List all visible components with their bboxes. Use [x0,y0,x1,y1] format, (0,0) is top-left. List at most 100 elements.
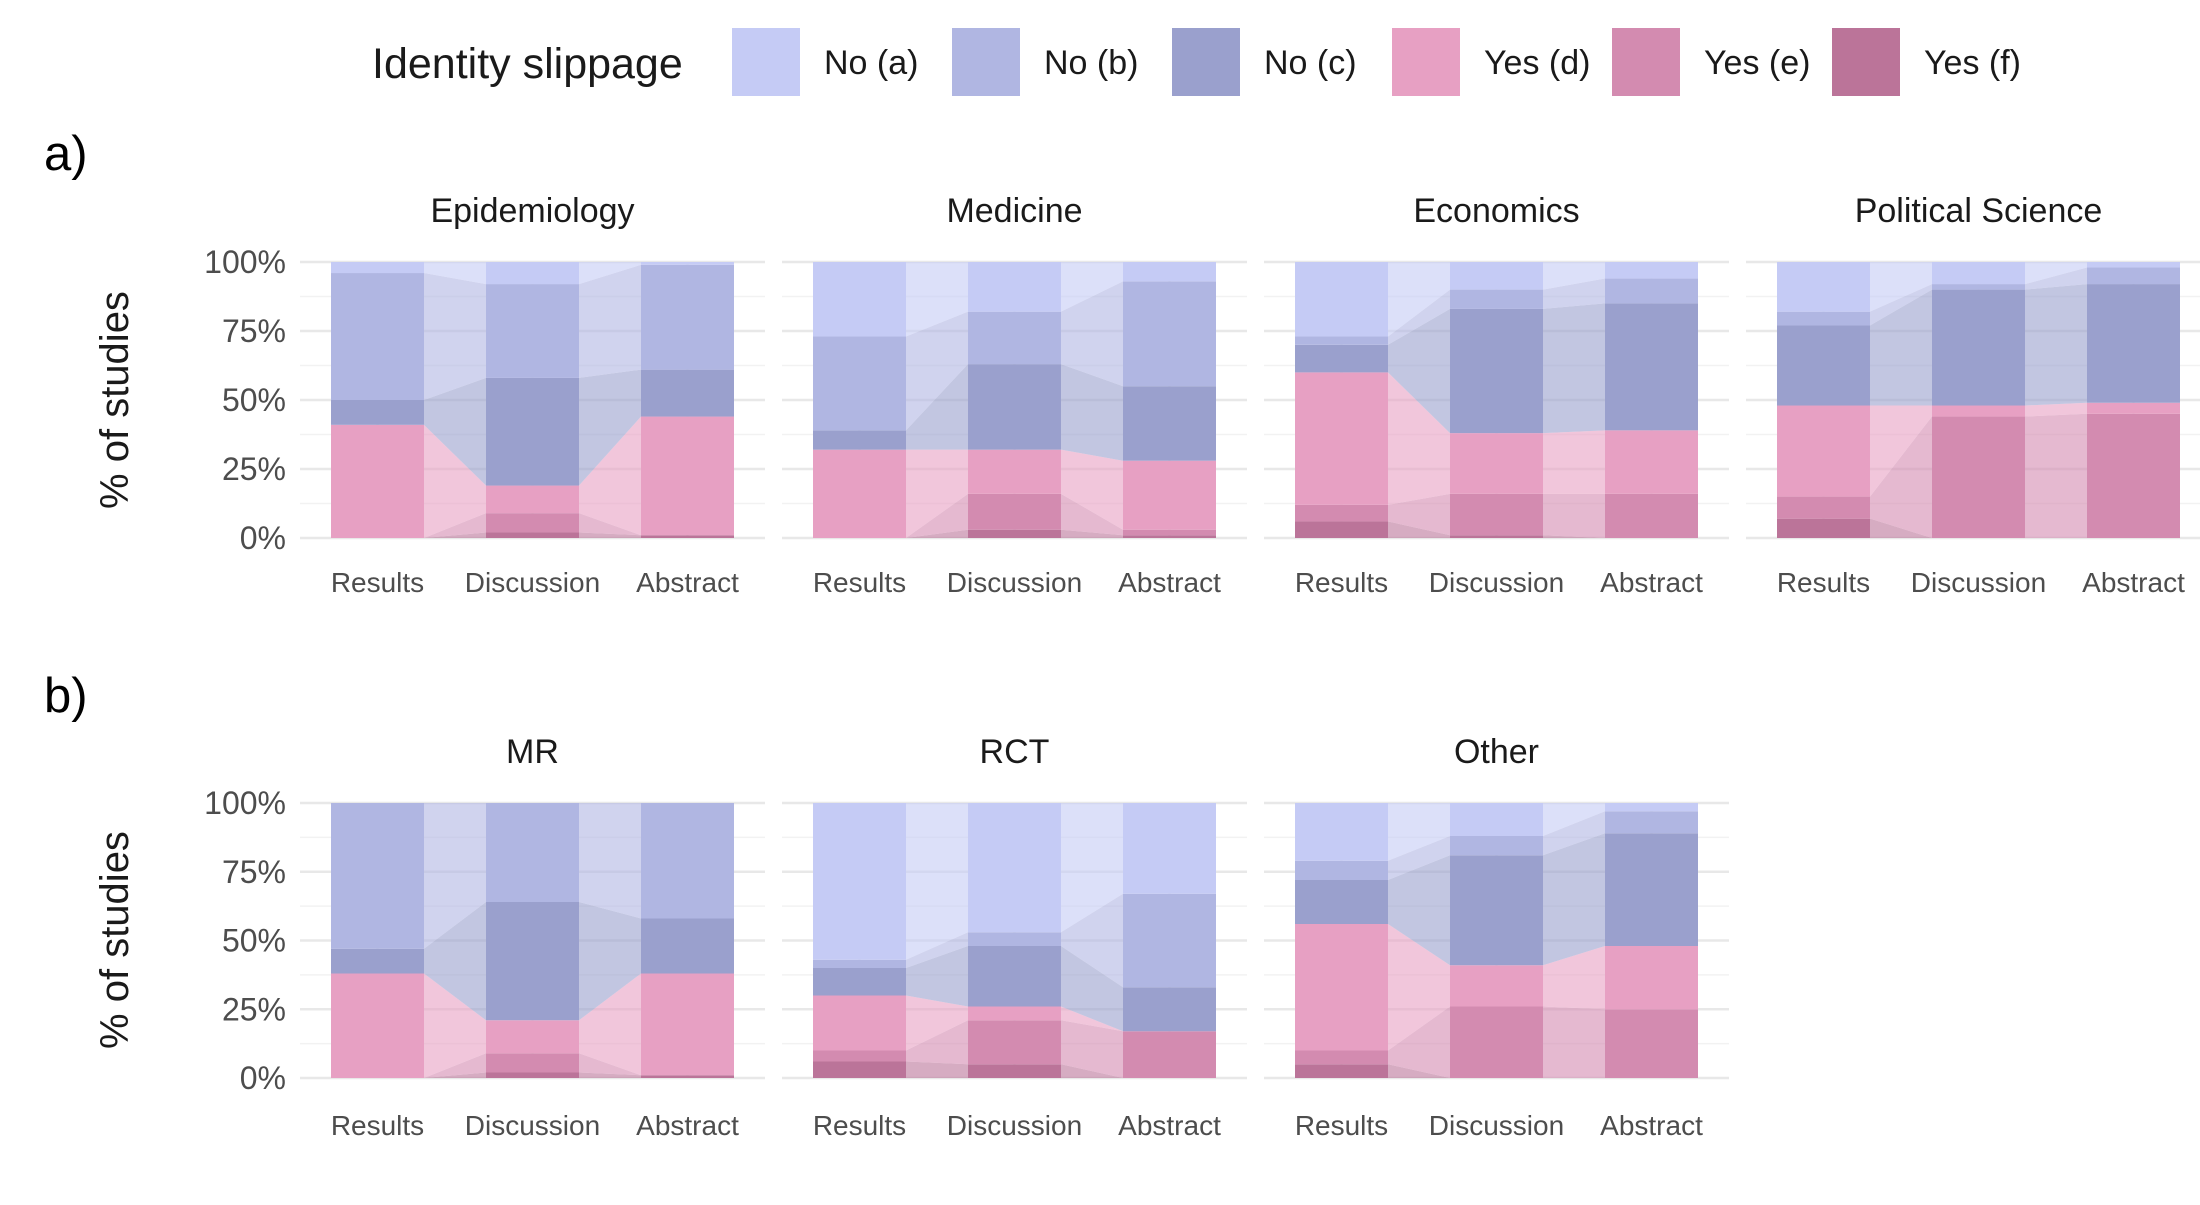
flow-no-b- [579,803,641,919]
panel-title: Political Science [1855,192,2103,230]
flow-yes-d- [1388,372,1450,505]
flow-yes-e- [1388,493,1450,536]
flow-yes-d- [906,449,968,538]
x-tick-label: Discussion [1429,1110,1564,1141]
bar-segment-no-a- [1450,262,1543,290]
bar-segment-no-b- [1123,281,1216,387]
legend: Identity slippage No (a) No (b) No (c) Yes … [372,28,2021,96]
bar-segment-yes-e- [1777,496,1870,519]
bar-segment-no-b- [331,273,424,400]
x-tick-label: Discussion [947,1110,1082,1141]
bar-segment-yes-e- [968,493,1061,530]
flow-yes-d- [1870,405,1932,497]
panel-title: RCT [980,733,1050,771]
x-tick-label: Results [1777,567,1870,598]
panel-economics: Economics Results Discussion Abstract [1264,192,1729,598]
bar-segment-yes-f- [813,1061,906,1078]
bar-segment-no-a- [968,262,1061,312]
flow-no-a- [1388,803,1450,861]
x-tick-label: Discussion [1429,567,1564,598]
bar-segment-yes-f- [1123,535,1216,538]
bar-segment-yes-e- [1932,416,2025,538]
bar-segment-yes-d- [968,1006,1061,1021]
flow-no-a- [1543,803,1605,836]
panel-title: Epidemiology [430,192,634,230]
bar-segment-yes-d- [1777,405,1870,497]
bar-segment-yes-d- [1932,405,2025,417]
bar-segment-no-c- [486,377,579,486]
bar-segment-no-c- [2087,284,2180,403]
flow-no-b- [906,932,968,968]
bar-segment-no-a- [1605,803,1698,812]
bar-segment-yes-d- [1605,946,1698,1010]
bar-segment-no-a- [1605,262,1698,279]
flow-no-c- [906,364,968,450]
flow-yes-f- [1870,518,1932,538]
bar-segment-yes-d- [486,485,579,514]
bar-segment-no-b- [2087,267,2180,285]
bar-segment-yes-e- [1123,529,1216,536]
bar-segment-no-b- [641,803,734,919]
panel-medicine: Medicine Results Discussion Abstract [782,192,1247,598]
bar-segment-no-c- [1777,325,1870,406]
bar-segment-no-b- [1932,284,2025,290]
bar-segment-no-b- [1295,336,1388,345]
bar-segment-yes-d- [331,973,424,1078]
bar-segment-yes-d- [1605,430,1698,494]
flow-no-a- [1388,262,1450,337]
bar-segment-no-c- [1450,308,1543,434]
bar-segment-no-a- [1123,803,1216,894]
bar-segment-no-c- [1295,344,1388,373]
flow-no-c- [424,377,486,486]
bar-segment-no-b- [1295,860,1388,880]
bar-segment-no-b- [1605,278,1698,304]
bar-segment-no-b- [813,336,906,431]
flow-no-c- [1543,833,1605,966]
x-tick-label: Results [813,1110,906,1141]
y-tick-label: 0% [240,520,286,556]
flow-no-c- [906,946,968,1007]
legend-label-3: Yes (d) [1484,44,1590,82]
bar-segment-no-c- [1450,855,1543,966]
flow-yes-e- [1870,416,1932,538]
bar-segment-no-c- [968,946,1061,1007]
flow-no-a- [906,803,968,960]
flow-no-c- [1061,364,1123,461]
x-tick-label: Abstract [2082,567,2185,598]
flow-no-b- [1388,289,1450,345]
bar-segment-yes-d- [641,416,734,536]
flow-no-b- [1543,278,1605,309]
bar-segment-yes-d- [1123,460,1216,530]
flow-no-c- [579,902,641,1021]
legend-key-5 [1832,28,1900,96]
bar-segment-yes-d- [641,973,734,1076]
x-tick-label: Abstract [636,567,739,598]
bar-segment-yes-d- [1295,372,1388,505]
bar-segment-no-a- [1450,803,1543,836]
flow-no-a- [1543,262,1605,290]
y-tick-label: 75% [222,854,286,890]
flow-yes-e- [1061,1020,1123,1078]
bar-segment-no-b- [331,803,424,949]
bar-segment-no-b- [1777,311,1870,326]
bar-segment-yes-f- [968,529,1061,538]
bar-segment-no-a- [813,803,906,960]
legend-key-4 [1612,28,1680,96]
bar-segment-yes-f- [1295,521,1388,538]
bar-segment-no-c- [1123,987,1216,1032]
bar-segment-no-a- [2087,262,2180,268]
flow-no-c- [579,369,641,486]
flow-yes-e- [1543,493,1605,538]
bar-segment-yes-e- [486,513,579,533]
bar-segment-yes-d- [1450,965,1543,1007]
flow-no-c- [424,902,486,1021]
flow-no-b- [1388,836,1450,880]
y-tick-label: 50% [222,382,286,418]
x-tick-label: Results [1295,1110,1388,1141]
bar-segment-no-a- [968,803,1061,933]
bar-segment-yes-e- [813,1050,906,1062]
bar-segment-no-c- [813,430,906,450]
x-tick-label: Discussion [947,567,1082,598]
panel-other: Other Results Discussion Abstract [1264,733,1729,1141]
